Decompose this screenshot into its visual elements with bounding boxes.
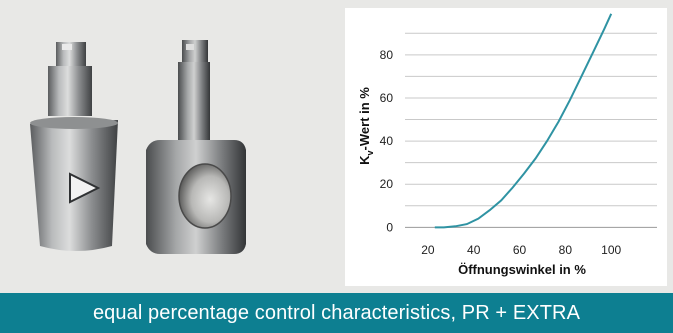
caption-text: equal percentage control characteristics… xyxy=(92,302,581,324)
x-tick-label: 40 xyxy=(467,243,481,257)
caption-bar: equal percentage control characteristics… xyxy=(0,293,673,333)
x-tick-label: 80 xyxy=(559,243,573,257)
y-tick-label: 0 xyxy=(386,220,393,234)
y-axis-label-rest: -Wert in % xyxy=(357,87,372,151)
x-tick-label: 100 xyxy=(601,243,621,257)
chart-panel: 0 20 40 60 80 20 40 60 80 100 Kv-Wert in % Öffnu… xyxy=(345,8,667,286)
ball-segment-valve-part-icon xyxy=(146,40,246,254)
x-tick-label: 60 xyxy=(513,243,527,257)
series-line xyxy=(434,13,613,229)
valve-parts-illustration xyxy=(30,40,246,254)
grid-layer xyxy=(405,32,657,228)
y-axis-label-sub: v xyxy=(365,150,375,155)
y-axis-label: Kv-Wert in % xyxy=(357,87,375,165)
y-tick-label: 40 xyxy=(380,134,394,148)
y-tick-label: 20 xyxy=(380,177,394,191)
cone-plug-valve-part-icon xyxy=(30,42,118,251)
y-tick-labels: 0 20 40 60 80 xyxy=(380,48,394,235)
y-tick-label: 80 xyxy=(380,48,394,62)
figure-stage: 0 20 40 60 80 20 40 60 80 100 Kv-Wert in % Öffnu… xyxy=(30,8,667,286)
y-axis-label-main: K xyxy=(357,155,372,165)
x-tick-labels: 20 40 60 80 100 xyxy=(421,243,621,257)
x-tick-label: 20 xyxy=(421,243,435,257)
x-axis-label: Öffnungswinkel in % xyxy=(458,262,586,277)
kv-characteristic-chart: 0 20 40 60 80 20 40 60 80 100 Kv-Wert in % Öffnu… xyxy=(357,13,657,277)
y-tick-label: 60 xyxy=(380,91,394,105)
